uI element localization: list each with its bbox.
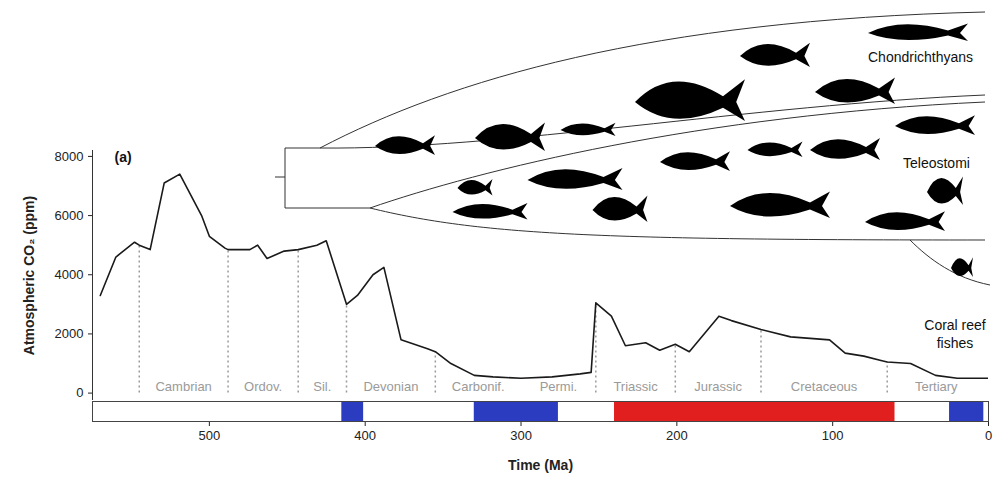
svg-text:100: 100	[822, 428, 844, 443]
svg-text:Devonian: Devonian	[363, 379, 418, 394]
svg-text:Time (Ma): Time (Ma)	[508, 457, 573, 473]
svg-text:2000: 2000	[55, 326, 84, 341]
svg-text:Chondrichthyans: Chondrichthyans	[868, 49, 973, 65]
svg-text:Atmospheric CO₂ (ppm): Atmospheric CO₂ (ppm)	[21, 196, 37, 355]
svg-text:Coral reef: Coral reef	[924, 317, 986, 333]
svg-text:300: 300	[510, 428, 532, 443]
svg-text:fishes: fishes	[937, 335, 974, 351]
svg-text:Cambrian: Cambrian	[155, 379, 211, 394]
svg-text:200: 200	[666, 428, 688, 443]
svg-text:Teleostomi: Teleostomi	[903, 155, 970, 171]
svg-text:0: 0	[76, 385, 83, 400]
svg-text:Sil.: Sil.	[313, 379, 331, 394]
svg-text:Carbonif.: Carbonif.	[452, 379, 505, 394]
svg-text:Ordov.: Ordov.	[244, 379, 282, 394]
svg-text:500: 500	[199, 428, 221, 443]
svg-text:Triassic: Triassic	[613, 379, 658, 394]
svg-text:Cretaceous: Cretaceous	[791, 379, 858, 394]
svg-text:6000: 6000	[55, 208, 84, 223]
svg-text:8000: 8000	[55, 149, 84, 164]
svg-text:400: 400	[354, 428, 376, 443]
svg-text:Permi.: Permi.	[540, 379, 578, 394]
svg-text:(a): (a)	[115, 149, 132, 165]
svg-text:Jurassic: Jurassic	[694, 379, 742, 394]
svg-text:0: 0	[985, 428, 992, 443]
svg-text:4000: 4000	[55, 267, 84, 282]
svg-text:Tertiary: Tertiary	[915, 379, 958, 394]
